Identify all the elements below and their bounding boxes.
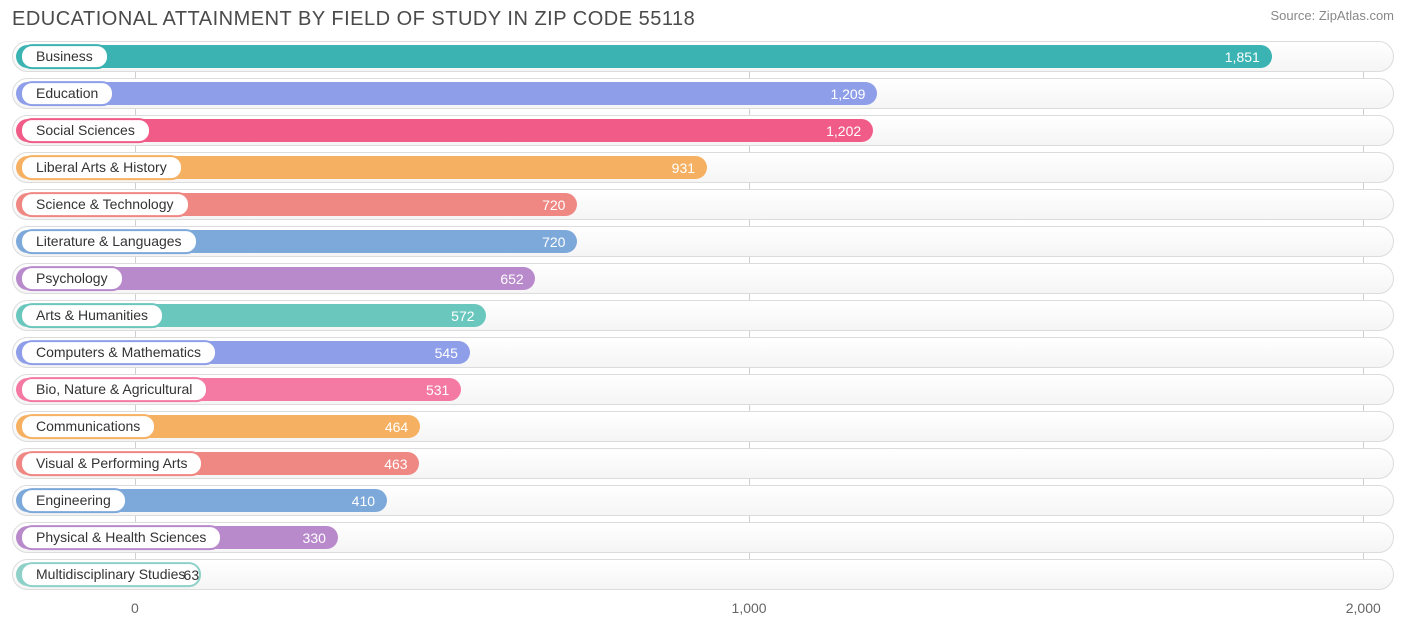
bar-value-label: 464 bbox=[385, 419, 408, 435]
bar-fill bbox=[16, 82, 877, 105]
bar-value-label: 545 bbox=[435, 345, 458, 361]
bar-value-label: 720 bbox=[542, 197, 565, 213]
bar-row: Science & Technology 720 bbox=[12, 189, 1394, 220]
bar-track bbox=[12, 559, 1394, 590]
bar-category-pill: Literature & Languages bbox=[20, 229, 198, 255]
bar-row: Business 1,851 bbox=[12, 41, 1394, 72]
bar-value-label: 63 bbox=[184, 567, 200, 583]
bar-value-label: 410 bbox=[352, 493, 375, 509]
bar-value-label: 1,209 bbox=[830, 86, 865, 102]
bar-category-pill: Multidisciplinary Studies bbox=[20, 562, 201, 588]
bar-category-pill: Arts & Humanities bbox=[20, 303, 164, 329]
bar-value-label: 1,851 bbox=[1225, 49, 1260, 65]
bar-row: Arts & Humanities 572 bbox=[12, 300, 1394, 331]
bar-row: Liberal Arts & History 931 bbox=[12, 152, 1394, 183]
chart-source: Source: ZipAtlas.com bbox=[1270, 8, 1394, 23]
bar-category-pill: Physical & Health Sciences bbox=[20, 525, 222, 551]
bar-fill bbox=[16, 45, 1272, 68]
bar-category-pill: Education bbox=[20, 81, 114, 107]
bar-row: Literature & Languages 720 bbox=[12, 226, 1394, 257]
bar-category-pill: Social Sciences bbox=[20, 118, 151, 144]
bar-row: Engineering 410 bbox=[12, 485, 1394, 516]
bar-value-label: 931 bbox=[672, 160, 695, 176]
bar-value-label: 652 bbox=[500, 271, 523, 287]
bar-category-pill: Engineering bbox=[20, 488, 127, 514]
x-axis: 0 1,000 2,000 bbox=[12, 596, 1394, 626]
bar-row: Social Sciences 1,202 bbox=[12, 115, 1394, 146]
bar-row: Psychology 652 bbox=[12, 263, 1394, 294]
bars-layer: Business 1,851 Education 1,209 Social Scienc… bbox=[12, 41, 1394, 590]
bar-row: Bio, Nature & Agricultural 531 bbox=[12, 374, 1394, 405]
bar-category-pill: Bio, Nature & Agricultural bbox=[20, 377, 208, 403]
bar-row: Physical & Health Sciences 330 bbox=[12, 522, 1394, 553]
bar-value-label: 531 bbox=[426, 382, 449, 398]
bar-category-pill: Communications bbox=[20, 414, 156, 440]
bar-category-pill: Science & Technology bbox=[20, 192, 190, 218]
bar-row: Visual & Performing Arts 463 bbox=[12, 448, 1394, 479]
bar-row: Computers & Mathematics 545 bbox=[12, 337, 1394, 368]
bar-category-pill: Visual & Performing Arts bbox=[20, 451, 203, 477]
bar-value-label: 330 bbox=[303, 530, 326, 546]
bar-row: Multidisciplinary Studies63 bbox=[12, 559, 1394, 590]
axis-tick-label: 1,000 bbox=[732, 600, 767, 616]
bar-row: Education 1,209 bbox=[12, 78, 1394, 109]
bar-category-pill: Psychology bbox=[20, 266, 124, 292]
bar-row: Communications 464 bbox=[12, 411, 1394, 442]
axis-tick-label: 2,000 bbox=[1346, 600, 1381, 616]
bar-category-pill: Computers & Mathematics bbox=[20, 340, 217, 366]
bar-category-pill: Liberal Arts & History bbox=[20, 155, 183, 181]
bar-value-label: 720 bbox=[542, 234, 565, 250]
axis-tick-label: 0 bbox=[131, 600, 139, 616]
bar-chart: Business 1,851 Education 1,209 Social Scienc… bbox=[12, 41, 1394, 626]
bar-value-label: 1,202 bbox=[826, 123, 861, 139]
bar-category-pill: Business bbox=[20, 44, 109, 70]
chart-title: EDUCATIONAL ATTAINMENT BY FIELD OF STUDY… bbox=[12, 8, 695, 31]
chart-header: EDUCATIONAL ATTAINMENT BY FIELD OF STUDY… bbox=[12, 8, 1394, 31]
bar-value-label: 463 bbox=[384, 456, 407, 472]
bar-value-label: 572 bbox=[451, 308, 474, 324]
